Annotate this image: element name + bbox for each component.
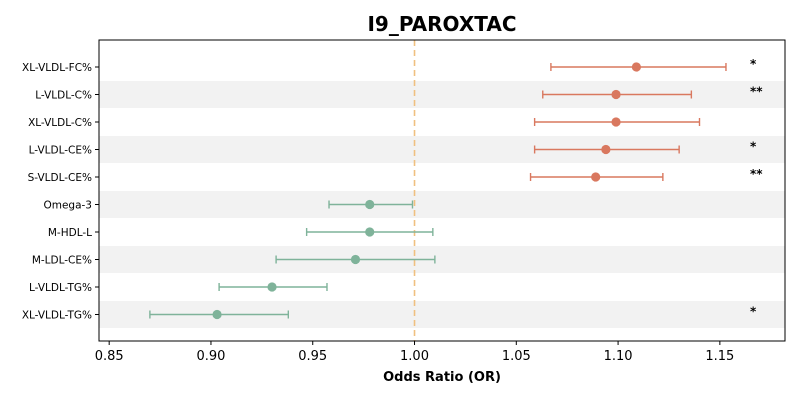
x-tick-label: 1.15 (705, 349, 734, 364)
point-estimate (591, 172, 601, 182)
y-tick-label: L-VLDL-C% (35, 90, 92, 102)
x-tick-label: 1.00 (400, 349, 429, 364)
x-tick-label: 1.10 (604, 349, 633, 364)
row-bands (99, 81, 785, 328)
x-tick-label: 1.05 (502, 349, 531, 364)
y-tick-label: M-LDL-CE% (32, 255, 92, 267)
point-estimate (267, 282, 277, 292)
chart-title: I9_PAROXTAC (367, 12, 516, 36)
significance-label: ** (750, 85, 763, 99)
point-estimate (601, 144, 611, 155)
x-axis-label: Odds Ratio (OR) (383, 370, 501, 385)
row-band (99, 191, 785, 218)
point-estimate (365, 199, 375, 210)
y-tick-label: M-HDL-L (48, 227, 92, 239)
y-tick-label: Omega-3 (43, 200, 92, 212)
row-band (99, 136, 785, 163)
point-estimate (350, 254, 361, 265)
significance-labels: ******* (750, 57, 763, 319)
significance-label: ** (750, 167, 763, 181)
point-estimate (365, 227, 375, 237)
plot-frame (98, 39, 786, 342)
x-tick-label: 0.90 (196, 349, 225, 364)
y-tick-label: S-VLDL-CE% (28, 172, 92, 184)
y-tick-label: XL-VLDL-TG% (22, 310, 92, 322)
x-axis: 0.85 0.90 0.95 1.00 1.05 1.10 1.15 (95, 341, 734, 364)
point-estimate (631, 62, 642, 72)
y-tick-label: XL-VLDL-C% (28, 117, 92, 129)
y-tick-label: L-VLDL-CE% (29, 145, 92, 157)
data-marks (149, 62, 727, 320)
point-estimate (611, 117, 621, 127)
x-tick-label: 0.95 (298, 349, 327, 364)
y-tick-label: L-VLDL-TG% (29, 282, 92, 294)
x-tick-label: 0.85 (95, 349, 124, 364)
point-estimate (212, 309, 222, 320)
row-band (99, 246, 785, 273)
significance-label: * (750, 140, 757, 154)
y-tick-label: XL-VLDL-FC% (22, 62, 92, 74)
point-estimate (611, 89, 621, 100)
significance-label: * (750, 305, 757, 319)
significance-label: * (750, 57, 757, 71)
y-axis-labels: XL-VLDL-FC% L-VLDL-C% XL-VLDL-C% L-VLDL-CE%… (22, 62, 99, 322)
